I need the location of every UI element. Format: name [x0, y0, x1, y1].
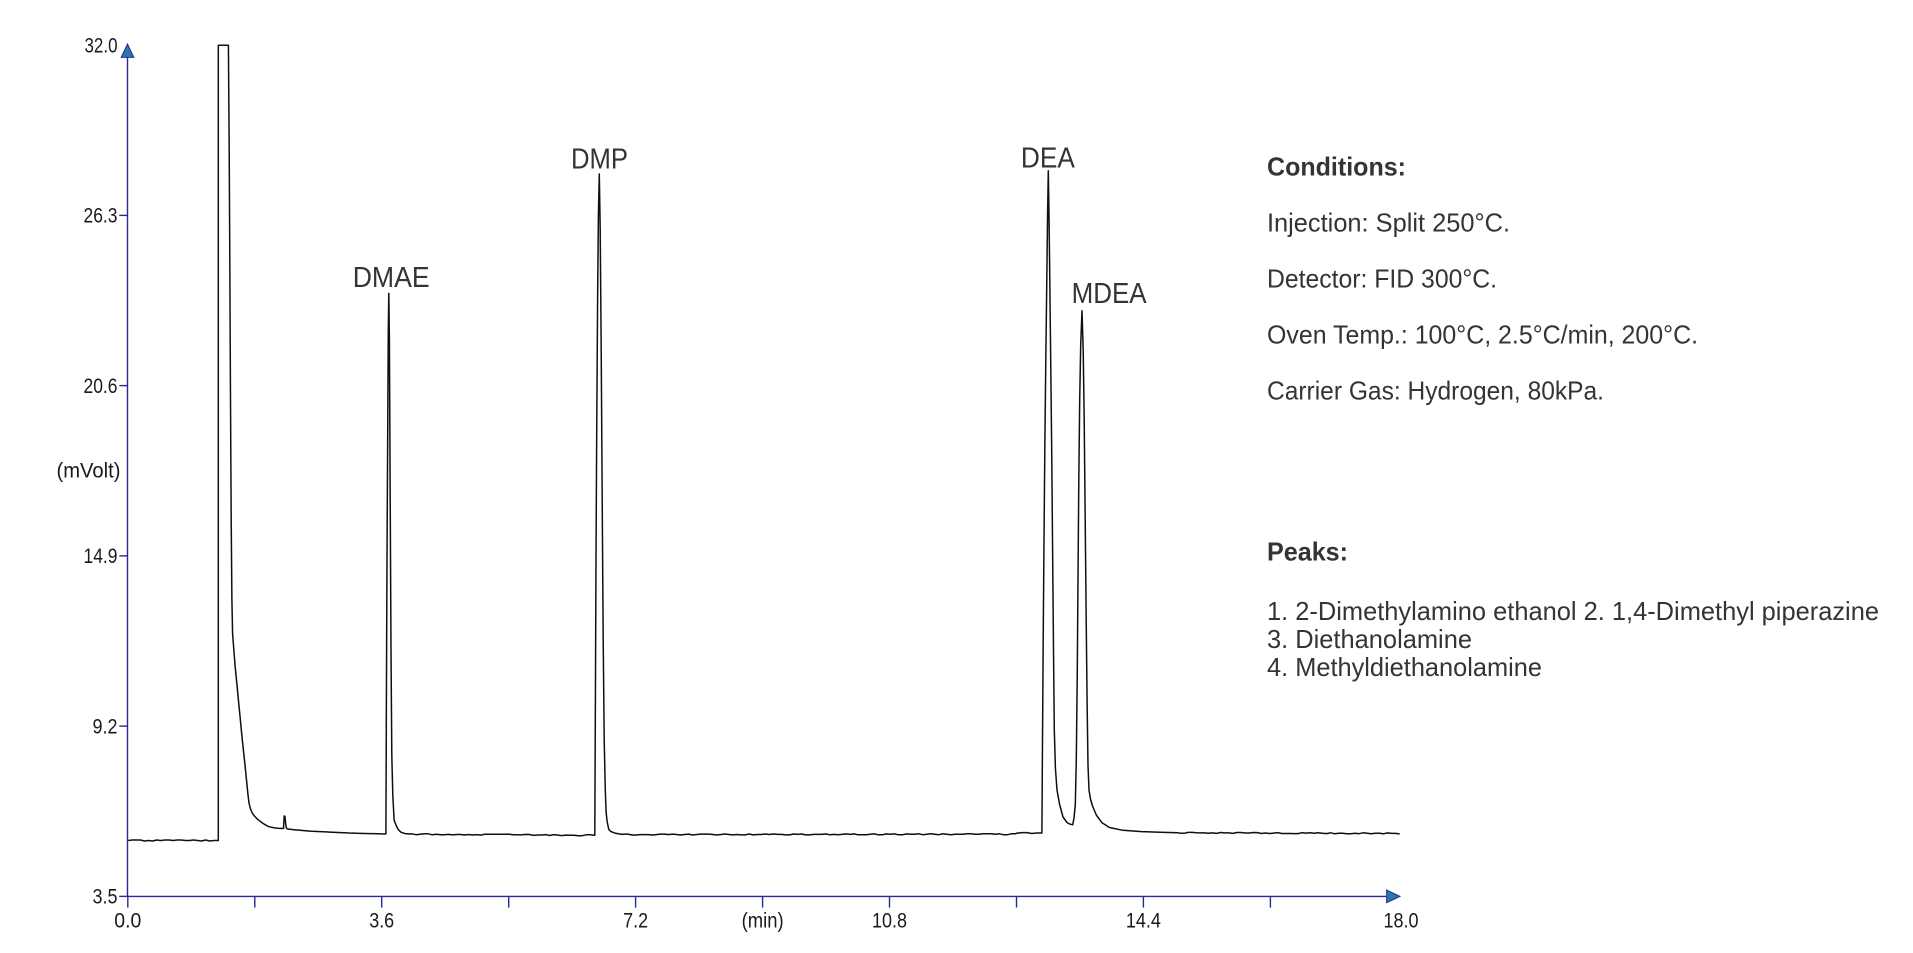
- svg-text:3.5: 3.5: [93, 885, 118, 908]
- svg-text:26.3: 26.3: [84, 205, 118, 228]
- svg-text:Conditions:: Conditions:: [1267, 151, 1406, 181]
- svg-text:Detector: FID 300°C.: Detector: FID 300°C.: [1267, 263, 1497, 293]
- svg-text:(mVolt): (mVolt): [57, 460, 121, 483]
- svg-text:Oven Temp.: 100°C, 2.5°C/min,: Oven Temp.: 100°C, 2.5°C/min, 200°C.: [1267, 319, 1698, 349]
- svg-text:7.2: 7.2: [623, 910, 648, 933]
- svg-text:0.0: 0.0: [114, 910, 141, 933]
- svg-text:10.8: 10.8: [872, 910, 907, 933]
- svg-text:3. Diethanolamine: 3. Diethanolamine: [1267, 624, 1472, 654]
- svg-text:18.0: 18.0: [1384, 910, 1419, 933]
- svg-text:14.4: 14.4: [1126, 910, 1161, 933]
- svg-text:MDEA: MDEA: [1072, 278, 1148, 310]
- svg-text:9.2: 9.2: [93, 715, 118, 738]
- svg-text:DEA: DEA: [1021, 143, 1076, 175]
- svg-text:1. 2-Dimethylamino ethanol 2.: 1. 2-Dimethylamino ethanol 2. 1,4-Dimeth…: [1267, 596, 1879, 626]
- svg-text:DMAE: DMAE: [353, 262, 430, 294]
- svg-text:(min): (min): [742, 910, 784, 933]
- svg-text:32.0: 32.0: [85, 34, 118, 57]
- svg-text:Carrier Gas: Hydrogen, 80kPa.: Carrier Gas: Hydrogen, 80kPa.: [1267, 375, 1604, 405]
- svg-text:DMP: DMP: [571, 143, 628, 175]
- svg-text:20.6: 20.6: [84, 375, 118, 398]
- svg-text:4. Methyldiethanolamine: 4. Methyldiethanolamine: [1267, 652, 1542, 682]
- svg-text:14.9: 14.9: [84, 545, 118, 568]
- svg-text:3.6: 3.6: [369, 910, 394, 933]
- svg-text:Peaks:: Peaks:: [1267, 537, 1348, 567]
- svg-text:Injection: Split 250°C.: Injection: Split 250°C.: [1267, 207, 1510, 237]
